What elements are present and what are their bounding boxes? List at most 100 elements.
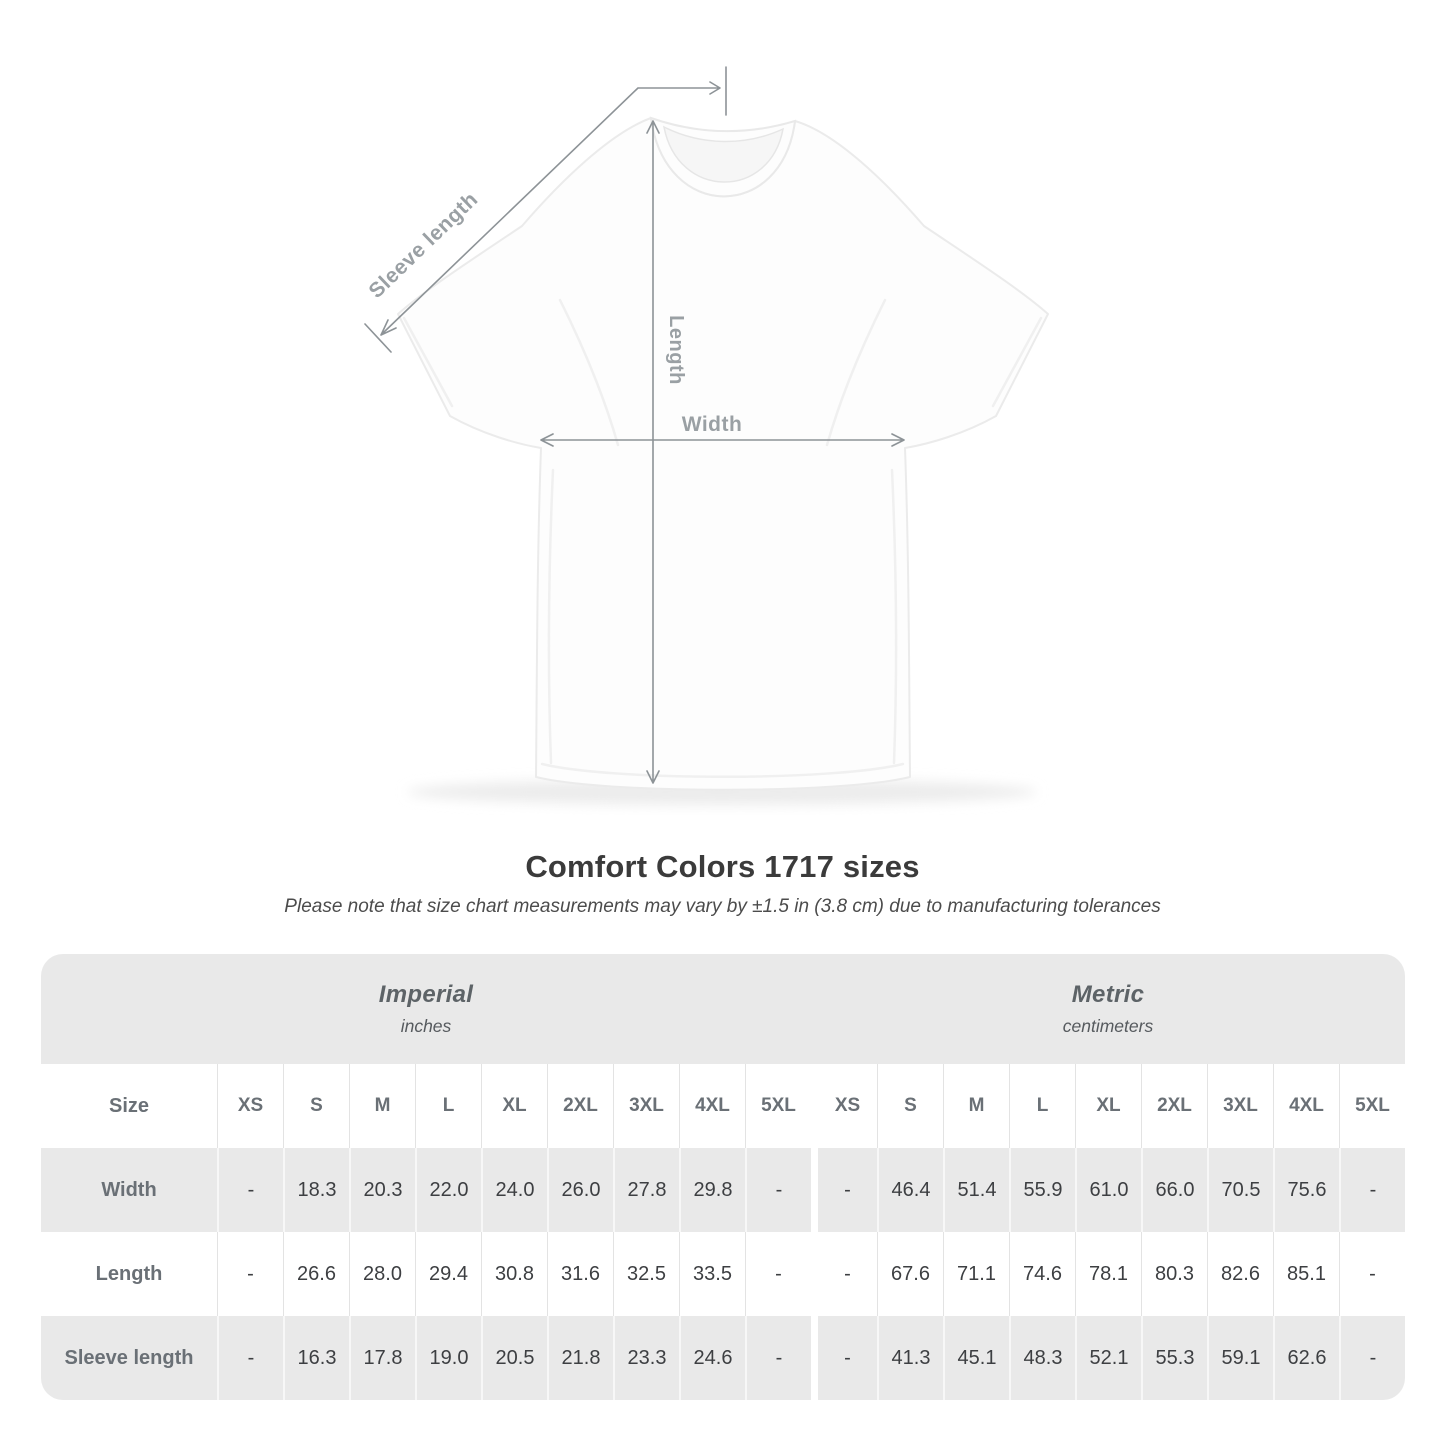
imperial-value: 27.8 <box>613 1148 679 1232</box>
metric-value: 59.1 <box>1207 1316 1273 1400</box>
imperial-section-header: Imperial inches <box>41 954 811 1064</box>
metric-value: 41.3 <box>877 1316 943 1400</box>
imperial-value: 29.8 <box>679 1148 745 1232</box>
imperial-value: 17.8 <box>349 1316 415 1400</box>
size-header-2xl: 2XL <box>547 1064 613 1148</box>
imperial-value: 29.4 <box>415 1232 481 1316</box>
size-header-xs: XS <box>217 1064 283 1148</box>
measurement-row: Length -26.6 28.0 29.4 30.8 31.6 32.5 33.5- -67.… <box>41 1232 1405 1316</box>
metric-value: - <box>1339 1148 1405 1232</box>
metric-value: 55.9 <box>1009 1148 1075 1232</box>
metric-section-header: Metric centimeters <box>811 954 1405 1064</box>
size-header-row: Size XS S M L XL 2XL 3XL 4XL 5XL XS S M L XL 2XL 3XL 4XL 5… <box>41 1064 1405 1148</box>
size-header-l: L <box>415 1064 481 1148</box>
size-header-3xl: 3XL <box>613 1064 679 1148</box>
size-header-4xl: 4XL <box>1273 1064 1339 1148</box>
metric-label: Metric <box>1071 981 1145 1008</box>
metric-value: - <box>811 1232 877 1316</box>
metric-value: 85.1 <box>1273 1232 1339 1316</box>
imperial-value: 21.8 <box>547 1316 613 1400</box>
metric-value: 74.6 <box>1009 1232 1075 1316</box>
metric-value: 71.1 <box>943 1232 1009 1316</box>
imperial-value: 24.6 <box>679 1316 745 1400</box>
imperial-value: 30.8 <box>481 1232 547 1316</box>
metric-value: 66.0 <box>1141 1148 1207 1232</box>
metric-value: - <box>1339 1316 1405 1400</box>
tshirt-illustration <box>397 116 1049 791</box>
measurement-row: Width -18.3 20.3 22.0 24.0 26.0 27.8 29.8- -46.4… <box>41 1148 1405 1232</box>
size-header-xl: XL <box>1075 1064 1141 1148</box>
metric-value: - <box>1339 1232 1405 1316</box>
size-header-s: S <box>877 1064 943 1148</box>
length-label: Length <box>665 315 687 385</box>
imperial-value: 32.5 <box>613 1232 679 1316</box>
size-header-5xl: 5XL <box>745 1064 811 1148</box>
imperial-value: - <box>745 1316 811 1400</box>
imperial-value: 28.0 <box>349 1232 415 1316</box>
imperial-value: 22.0 <box>415 1148 481 1232</box>
metric-value: 61.0 <box>1075 1148 1141 1232</box>
metric-value: 70.5 <box>1207 1148 1273 1232</box>
metric-value: 67.6 <box>877 1232 943 1316</box>
imperial-value: 19.0 <box>415 1316 481 1400</box>
metric-value: - <box>811 1316 877 1400</box>
metric-value: 78.1 <box>1075 1232 1141 1316</box>
metric-value: 46.4 <box>877 1148 943 1232</box>
imperial-value: 16.3 <box>283 1316 349 1400</box>
size-table: Imperial inches Metric centimeters Size X… <box>41 954 1405 1400</box>
metric-unit-label: centimeters <box>1062 1016 1154 1036</box>
sleeve-length-arrow <box>364 66 727 353</box>
imperial-value: - <box>745 1148 811 1232</box>
page-title: Comfort Colors 1717 sizes <box>525 849 920 884</box>
imperial-value: 24.0 <box>481 1148 547 1232</box>
table-body: Width -18.3 20.3 22.0 24.0 26.0 27.8 29.8- -46.4… <box>41 1148 1405 1400</box>
tshirt-measurement-diagram: Sleeve length Length Width <box>364 66 1049 805</box>
size-header-l: L <box>1009 1064 1075 1148</box>
metric-value: 62.6 <box>1273 1316 1339 1400</box>
table-header-band: Imperial inches Metric centimeters <box>41 954 1405 1064</box>
metric-value: 75.6 <box>1273 1148 1339 1232</box>
metric-value: - <box>811 1148 877 1232</box>
width-arrow <box>540 433 905 447</box>
imperial-value: 26.0 <box>547 1148 613 1232</box>
imperial-value: 18.3 <box>283 1148 349 1232</box>
imperial-label: Imperial <box>378 981 474 1008</box>
imperial-value: - <box>217 1232 283 1316</box>
metric-value: 45.1 <box>943 1316 1009 1400</box>
metric-value: 51.4 <box>943 1148 1009 1232</box>
metric-value: 82.6 <box>1207 1232 1273 1316</box>
imperial-value: - <box>217 1316 283 1400</box>
imperial-value: 33.5 <box>679 1232 745 1316</box>
imperial-value: 26.6 <box>283 1232 349 1316</box>
size-header-m: M <box>349 1064 415 1148</box>
size-header-5xl: 5XL <box>1339 1064 1405 1148</box>
size-header-xs: XS <box>811 1064 877 1148</box>
page-subtitle: Please note that size chart measurements… <box>284 896 1161 917</box>
size-header-3xl: 3XL <box>1207 1064 1273 1148</box>
imperial-value: 31.6 <box>547 1232 613 1316</box>
length-arrow <box>646 120 660 784</box>
imperial-value: 20.3 <box>349 1148 415 1232</box>
imperial-value: 20.5 <box>481 1316 547 1400</box>
measurement-row: Sleeve length -16.3 17.8 19.0 20.5 21.8 23.3 24… <box>41 1316 1405 1400</box>
size-header-2xl: 2XL <box>1141 1064 1207 1148</box>
size-header-4xl: 4XL <box>679 1064 745 1148</box>
row-label: Length <box>95 1262 163 1285</box>
size-column-header: Size <box>108 1094 150 1117</box>
size-header-m: M <box>943 1064 1009 1148</box>
imperial-value: 23.3 <box>613 1316 679 1400</box>
metric-value: 80.3 <box>1141 1232 1207 1316</box>
size-header-xl: XL <box>481 1064 547 1148</box>
imperial-value: - <box>217 1148 283 1232</box>
metric-value: 48.3 <box>1009 1316 1075 1400</box>
shirt-shadow <box>407 779 1037 805</box>
width-label: Width <box>682 413 743 436</box>
row-label: Sleeve length <box>64 1346 194 1369</box>
imperial-value: - <box>745 1232 811 1316</box>
row-label: Width <box>101 1178 157 1201</box>
metric-value: 52.1 <box>1075 1316 1141 1400</box>
size-header-s: S <box>283 1064 349 1148</box>
imperial-unit-label: inches <box>400 1016 452 1036</box>
metric-value: 55.3 <box>1141 1316 1207 1400</box>
